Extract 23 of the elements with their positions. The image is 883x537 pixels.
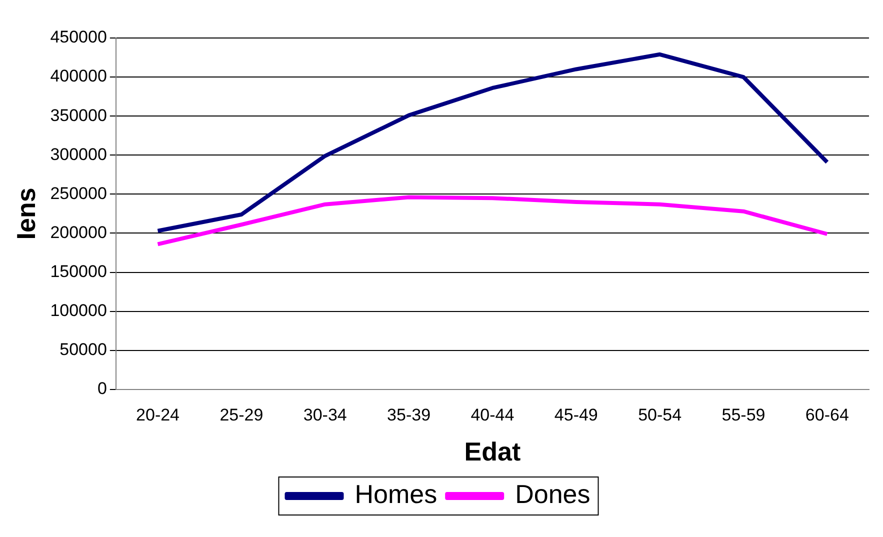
x-tick-label: 50-54	[638, 405, 682, 424]
y-tick-label: 150000	[50, 262, 107, 281]
y-axis-title: Iens	[10, 188, 41, 240]
y-tick-label: 50000	[60, 340, 107, 360]
legend-label: Homes	[354, 479, 438, 510]
x-axis-title: Edat	[464, 436, 521, 467]
x-tick-label: 20-24	[136, 405, 180, 424]
legend-label: Dones	[515, 479, 590, 510]
x-tick-label: 30-34	[303, 405, 347, 424]
y-tick-label: 300000	[50, 144, 107, 164]
y-tick-label: 0	[97, 379, 107, 398]
y-tick-label: 400000	[50, 66, 107, 86]
x-tick-label: 45-49	[554, 405, 598, 424]
y-tick-label: 450000	[50, 28, 107, 47]
x-tick-label: 55-59	[722, 405, 766, 424]
x-tick-label: 40-44	[470, 405, 514, 424]
x-tick-label: 25-29	[220, 405, 264, 424]
x-tick-label: 35-39	[387, 405, 431, 424]
y-tick-label: 200000	[50, 222, 107, 242]
y-tick-label: 100000	[50, 301, 107, 320]
y-tick-label: 350000	[50, 106, 107, 125]
y-tick-label: 250000	[50, 184, 107, 203]
x-tick-label: 60-64	[805, 405, 849, 424]
